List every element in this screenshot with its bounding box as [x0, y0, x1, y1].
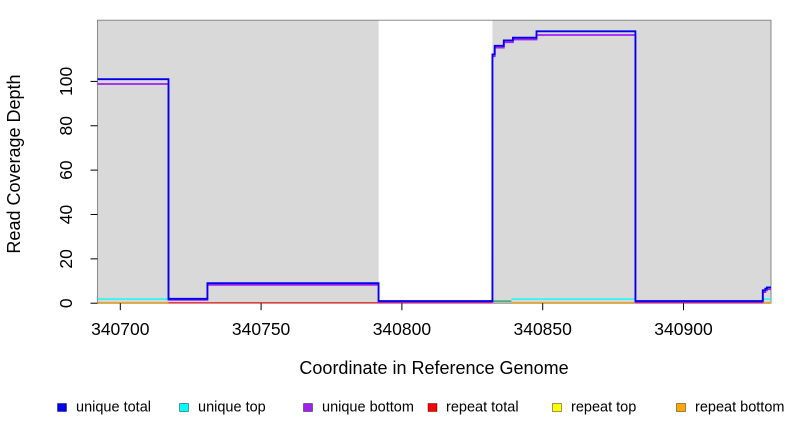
svg-text:100: 100: [56, 67, 76, 96]
svg-text:repeat bottom: repeat bottom: [695, 400, 784, 416]
svg-text:340750: 340750: [232, 319, 291, 339]
svg-text:unique top: unique top: [198, 400, 266, 416]
svg-text:340900: 340900: [654, 319, 713, 339]
svg-text:unique total: unique total: [76, 400, 151, 416]
svg-text:Coordinate in Reference Genome: Coordinate in Reference Genome: [299, 358, 568, 378]
svg-text:340850: 340850: [513, 319, 572, 339]
svg-text:40: 40: [56, 204, 76, 224]
svg-text:repeat top: repeat top: [571, 400, 636, 416]
svg-text:0: 0: [56, 298, 76, 308]
svg-text:Read Coverage Depth: Read Coverage Depth: [4, 74, 24, 253]
svg-text:80: 80: [56, 116, 76, 136]
svg-text:repeat total: repeat total: [446, 400, 519, 416]
svg-text:340800: 340800: [373, 319, 432, 339]
svg-text:unique bottom: unique bottom: [322, 400, 414, 416]
svg-text:340700: 340700: [91, 319, 150, 339]
svg-text:60: 60: [56, 160, 76, 180]
svg-text:20: 20: [56, 249, 76, 269]
